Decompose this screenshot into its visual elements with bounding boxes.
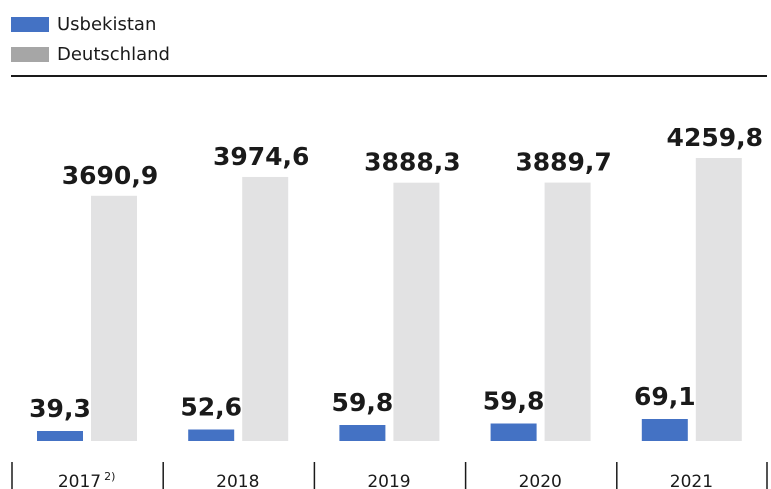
legend-item-deutschland: Deutschland bbox=[11, 39, 170, 69]
legend-item-usbekistan: Usbekistan bbox=[11, 9, 170, 39]
bar-usbekistan-2017 bbox=[37, 431, 83, 441]
tick-label-2017: 2017 2) bbox=[58, 470, 116, 489]
legend-swatch-usbekistan bbox=[11, 16, 49, 32]
label-deutschland-2018: 3974,6 bbox=[213, 142, 309, 171]
tick-label-2018: 2018 bbox=[216, 472, 259, 489]
tick-label-2020: 2020 bbox=[519, 472, 562, 489]
top-rule bbox=[11, 75, 767, 77]
label-usbekistan-2021: 69,1 bbox=[634, 382, 696, 411]
label-usbekistan-2018: 52,6 bbox=[180, 393, 242, 422]
label-usbekistan-2020: 59,8 bbox=[483, 387, 545, 416]
bar-usbekistan-2021 bbox=[641, 419, 688, 441]
legend-swatch-deutschland bbox=[11, 46, 49, 62]
bar-deutschland-2018 bbox=[242, 176, 289, 442]
label-usbekistan-2017: 39,3 bbox=[29, 394, 91, 423]
bar-deutschland-2021 bbox=[695, 158, 742, 441]
bar-usbekistan-2019 bbox=[339, 425, 386, 441]
legend-label-usbekistan: Usbekistan bbox=[57, 13, 157, 35]
label-usbekistan-2019: 59,8 bbox=[332, 388, 394, 417]
bar-deutschland-2017 bbox=[91, 195, 137, 441]
legend: Usbekistan Deutschland bbox=[11, 9, 170, 69]
legend-label-deutschland: Deutschland bbox=[57, 43, 170, 65]
bar-usbekistan-2018 bbox=[188, 429, 235, 441]
bar-usbekistan-2020 bbox=[490, 423, 537, 441]
label-deutschland-2019: 3888,3 bbox=[364, 148, 460, 177]
bar-deutschland-2020 bbox=[544, 182, 591, 441]
label-deutschland-2020: 3889,7 bbox=[515, 148, 611, 177]
label-deutschland-2021: 4259,8 bbox=[667, 123, 763, 152]
tick-label-2019: 2019 bbox=[367, 472, 410, 489]
bar-deutschland-2019 bbox=[393, 182, 440, 442]
tick-footnote-2017: 2) bbox=[104, 470, 115, 483]
label-deutschland-2017: 3690,9 bbox=[62, 161, 158, 190]
tick-label-2021: 2021 bbox=[670, 472, 713, 489]
